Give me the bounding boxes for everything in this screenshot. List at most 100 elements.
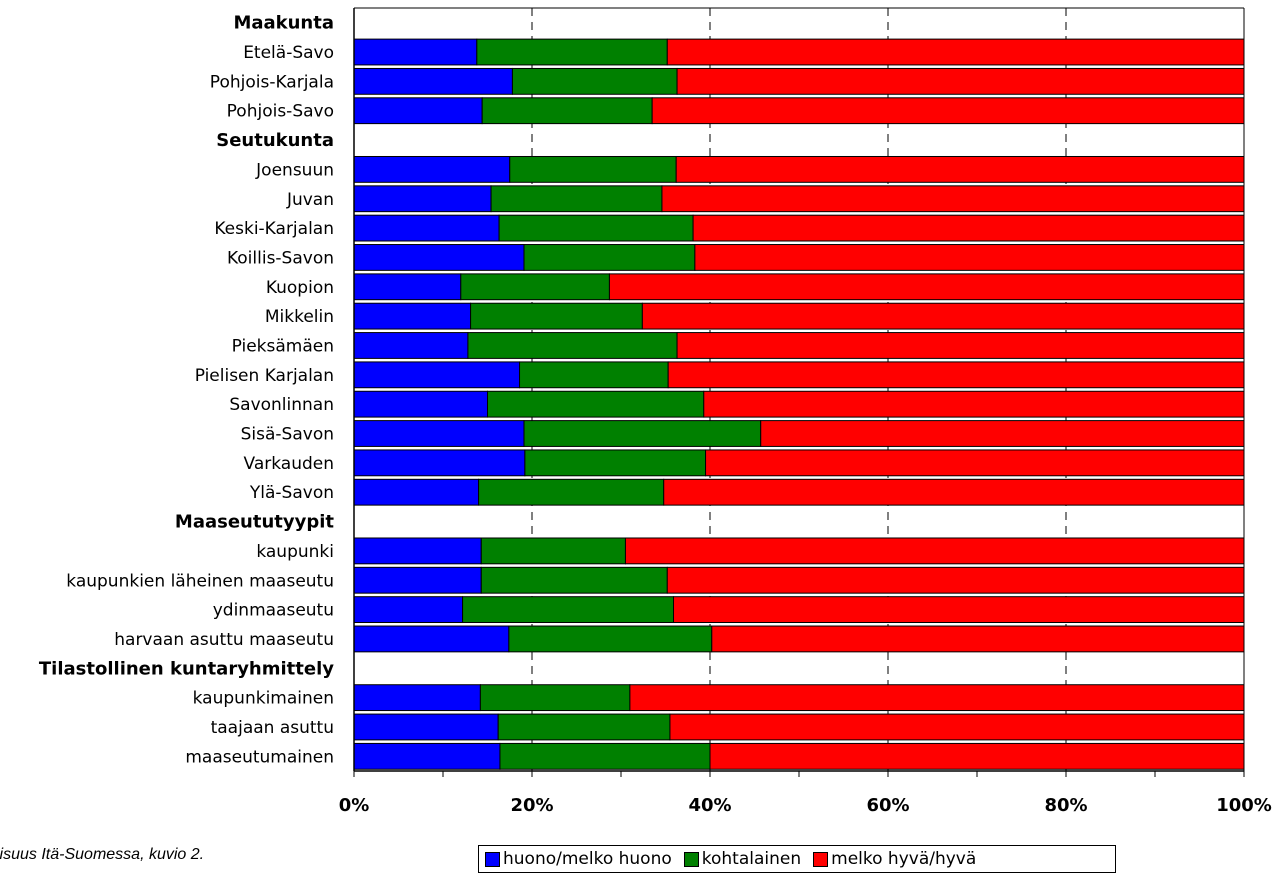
category-label: kaupunki — [256, 542, 334, 562]
bar-segment-huono — [353, 537, 482, 565]
category-label: Mikkelin — [265, 307, 334, 327]
category-label: Juvan — [286, 190, 334, 210]
bar-segment-kohtalainen — [524, 449, 707, 477]
bar-segment-kohtalainen — [511, 67, 678, 95]
group-label: Maaseututyypit — [175, 512, 334, 533]
bar-segment-huono — [353, 185, 492, 213]
category-label: Pohjois-Karjala — [210, 72, 334, 92]
bar-segment-hyva — [711, 625, 1245, 653]
category-label: Etelä-Savo — [243, 43, 334, 63]
category-label: Pieksämäen — [232, 336, 334, 356]
bar-segment-huono — [353, 596, 464, 624]
bar-segment-huono — [353, 684, 481, 712]
bar-segment-huono — [353, 390, 488, 418]
bar-segment-kohtalainen — [481, 97, 653, 125]
x-tick-label: 0% — [339, 795, 370, 816]
bar-segment-kohtalainen — [523, 244, 696, 271]
bar-segment-hyva — [666, 566, 1245, 594]
group-label: Tilastollinen kuntaryhmittely — [39, 658, 334, 679]
legend-label-hyva: melko hyvä/hyvä — [831, 849, 977, 869]
legend-item-huono: huono/melko huono — [485, 849, 672, 869]
bar-segment-kohtalainen — [519, 361, 669, 389]
legend-label-kohtalainen: kohtalainen — [701, 849, 802, 869]
bar-segment-hyva — [703, 390, 1245, 418]
category-label: Varkauden — [244, 454, 334, 474]
bar-segment-hyva — [675, 155, 1245, 183]
bar-segment-hyva — [667, 361, 1245, 389]
bar-segment-huono — [353, 67, 513, 95]
figure-caption: lisuus Itä-Suomessa, kuvio 2. — [0, 846, 205, 863]
x-tick-label: 100% — [1216, 795, 1272, 816]
bar-segment-huono — [353, 625, 510, 653]
bar-segment-huono — [353, 155, 511, 183]
bar-segment-hyva — [673, 596, 1245, 624]
group-label: Maakunta — [233, 13, 334, 34]
bar-segment-kohtalainen — [480, 566, 668, 594]
legend-label-huono: huono/melko huono — [503, 849, 672, 869]
bar-segment-kohtalainen — [499, 742, 711, 770]
bar-segment-hyva — [692, 214, 1245, 242]
x-tick-label: 40% — [688, 795, 731, 816]
bar-segment-huono — [353, 302, 472, 330]
x-tick-label: 20% — [510, 795, 553, 816]
bar-segment-hyva — [624, 537, 1245, 565]
category-label: Sisä-Savon — [241, 425, 334, 445]
bar-segment-kohtalainen — [509, 155, 677, 183]
bar-segment-hyva — [676, 332, 1245, 359]
bar-segment-kohtalainen — [523, 420, 762, 447]
bar-segment-hyva — [705, 449, 1245, 477]
bar-segment-huono — [353, 332, 469, 359]
bar-segment-hyva — [651, 97, 1245, 125]
bar-segment-huono — [353, 244, 525, 271]
bar-segment-kohtalainen — [467, 332, 678, 359]
x-tick-label: 60% — [866, 795, 909, 816]
legend-swatch-kohtalainen — [683, 851, 699, 867]
bar-segment-hyva — [629, 684, 1245, 712]
bar-segment-hyva — [641, 302, 1245, 330]
bar-segment-huono — [353, 97, 483, 125]
category-label: maaseutumainen — [185, 747, 334, 767]
bar-segment-huono — [353, 478, 480, 506]
bar-segment-huono — [353, 214, 500, 242]
bar-segment-hyva — [709, 742, 1245, 770]
bar-segment-hyva — [760, 420, 1245, 447]
category-label: taajaan asuttu — [211, 718, 334, 738]
bar-segment-huono — [353, 361, 521, 389]
bar-segment-kohtalainen — [462, 596, 675, 624]
legend-swatch-huono — [485, 851, 500, 867]
category-label: Keski-Karjalan — [214, 219, 334, 239]
group-label: Seutukunta — [216, 130, 334, 151]
bar-segment-kohtalainen — [470, 302, 643, 330]
category-label: Pohjois-Savo — [227, 102, 334, 122]
bar-segment-huono — [353, 742, 501, 770]
bar-segment-kohtalainen — [476, 38, 668, 66]
category-label: kaupunkien läheinen maaseutu — [66, 571, 334, 591]
bar-segment-hyva — [663, 478, 1245, 506]
bar-segment-huono — [353, 420, 525, 447]
bar-segment-kohtalainen — [490, 185, 663, 213]
bar-segment-kohtalainen — [487, 390, 705, 418]
category-label: Koillis-Savon — [227, 248, 334, 268]
bar-segment-kohtalainen — [498, 214, 694, 242]
bar-segment-huono — [353, 566, 482, 594]
legend-item-hyva: melko hyvä/hyvä — [813, 849, 976, 869]
bar-segment-kohtalainen — [479, 684, 631, 712]
bar-segment-huono — [353, 713, 499, 741]
bar-segment-hyva — [608, 273, 1245, 301]
bar-segment-huono — [353, 38, 478, 66]
category-label: Joensuun — [255, 160, 334, 180]
category-label: harvaan asuttu maaseutu — [114, 630, 334, 650]
chart-legend: huono/melko huono kohtalainen melko hyvä… — [478, 845, 1116, 873]
bar-segment-hyva — [669, 713, 1245, 741]
bar-segment-huono — [353, 273, 462, 301]
bar-segment-kohtalainen — [480, 537, 626, 565]
category-label: Savonlinnan — [229, 395, 334, 415]
bar-segment-hyva — [661, 185, 1245, 213]
bar-segment-kohtalainen — [508, 625, 713, 653]
legend-item-kohtalainen: kohtalainen — [683, 849, 802, 869]
x-tick-label: 80% — [1044, 795, 1087, 816]
category-label: Kuopion — [266, 278, 334, 298]
bar-segment-kohtalainen — [497, 713, 671, 741]
legend-swatch-hyva — [813, 851, 829, 867]
